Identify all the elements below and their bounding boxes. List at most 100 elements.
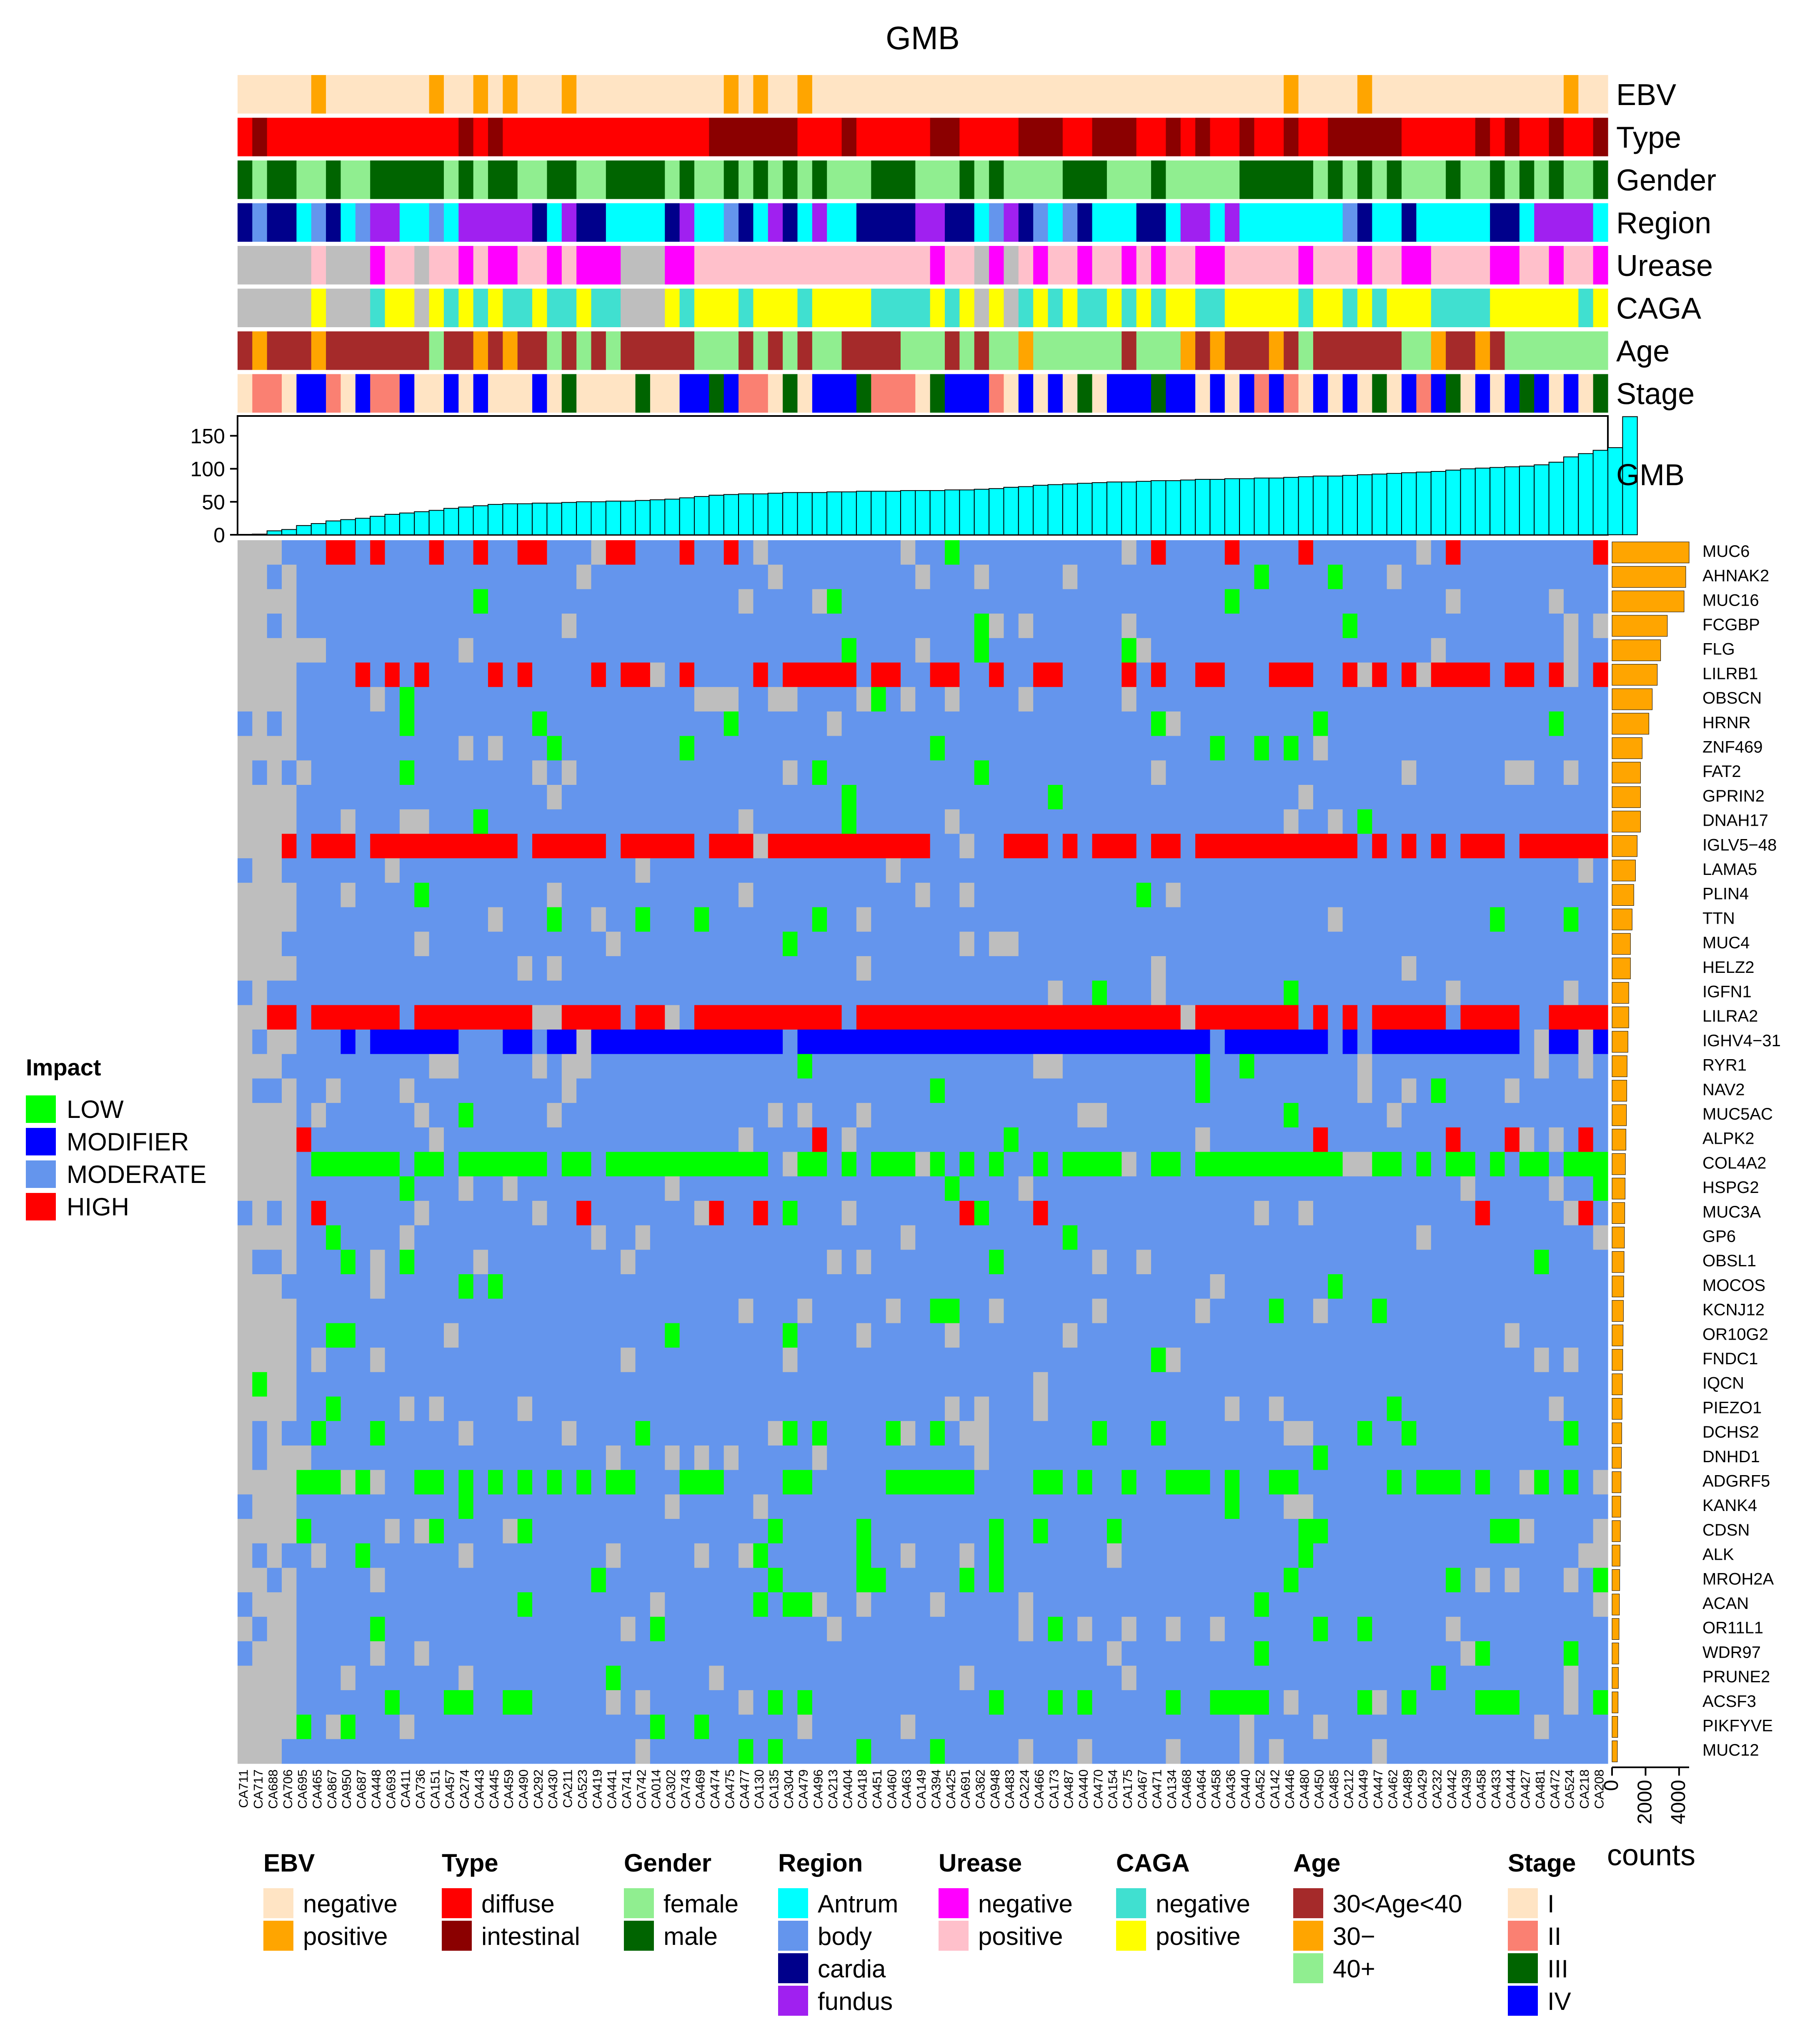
annotation-cell bbox=[458, 118, 474, 156]
heatmap-cell bbox=[1284, 980, 1299, 1005]
heatmap-cell bbox=[488, 1005, 503, 1030]
heatmap-cell bbox=[1048, 1348, 1063, 1373]
heatmap-cell bbox=[797, 834, 813, 859]
heatmap-cell bbox=[1092, 1005, 1107, 1030]
heatmap-cell bbox=[443, 809, 459, 834]
heatmap-cell bbox=[1062, 736, 1078, 761]
heatmap-cell bbox=[1387, 1176, 1402, 1201]
heatmap-cell bbox=[1298, 1421, 1314, 1446]
heatmap-cell bbox=[1328, 589, 1343, 614]
heatmap-cell bbox=[871, 1568, 886, 1593]
heatmap-cell bbox=[414, 1078, 430, 1103]
heatmap-cell bbox=[1210, 1200, 1225, 1226]
heatmap-cell bbox=[443, 1250, 459, 1275]
gmb-bar bbox=[856, 491, 872, 535]
heatmap-cell bbox=[1313, 589, 1328, 614]
heatmap-cell bbox=[827, 1543, 842, 1568]
heatmap-cell bbox=[267, 932, 282, 957]
heatmap-cell bbox=[1313, 932, 1328, 957]
heatmap-cell bbox=[1431, 1127, 1446, 1153]
heatmap-cell bbox=[856, 858, 871, 883]
heatmap-cell bbox=[959, 1396, 975, 1421]
heatmap-cell bbox=[296, 638, 312, 663]
annotation-cell bbox=[1563, 160, 1579, 199]
heatmap-cell bbox=[783, 711, 798, 737]
heatmap-cell bbox=[385, 1127, 400, 1153]
heatmap-cell bbox=[930, 1176, 945, 1201]
heatmap-cell bbox=[1460, 638, 1476, 663]
heatmap-cell bbox=[238, 1470, 253, 1495]
heatmap-cell bbox=[326, 711, 341, 737]
heatmap-cell bbox=[355, 1005, 371, 1030]
annotation-cell bbox=[1578, 203, 1594, 242]
annotation-cell bbox=[856, 331, 871, 370]
heatmap-cell bbox=[812, 760, 827, 785]
heatmap-cell bbox=[959, 1421, 975, 1446]
heatmap-cell bbox=[1195, 907, 1211, 932]
heatmap-cell bbox=[1122, 614, 1137, 639]
annotation-cell bbox=[694, 118, 709, 156]
heatmap-cell bbox=[606, 1568, 621, 1593]
heatmap-cell bbox=[399, 1519, 415, 1544]
heatmap-cell bbox=[1563, 858, 1579, 883]
heatmap-cell bbox=[238, 1078, 253, 1103]
heatmap-cell bbox=[252, 1348, 268, 1373]
heatmap-cell bbox=[503, 1298, 518, 1323]
heatmap-cell bbox=[1033, 711, 1049, 737]
heatmap-cell bbox=[827, 1568, 842, 1593]
heatmap-cell bbox=[1505, 1494, 1520, 1519]
heatmap-cell bbox=[1195, 1078, 1211, 1103]
heatmap-cell bbox=[856, 1519, 871, 1544]
heatmap-cell bbox=[709, 1054, 724, 1079]
heatmap-cell bbox=[517, 1372, 533, 1397]
heatmap-cell bbox=[621, 564, 636, 589]
heatmap-cell bbox=[723, 1519, 739, 1544]
heatmap-cell bbox=[1122, 687, 1137, 712]
heatmap-cell bbox=[1549, 834, 1564, 859]
heatmap-cell bbox=[1387, 540, 1402, 565]
heatmap-cell bbox=[399, 932, 415, 957]
heatmap-cell bbox=[841, 1274, 857, 1299]
heatmap-cell bbox=[370, 662, 386, 687]
heatmap-cell bbox=[1328, 1592, 1343, 1617]
heatmap-cell bbox=[930, 589, 945, 614]
heatmap-cell bbox=[768, 834, 783, 859]
heatmap-cell bbox=[591, 614, 606, 639]
heatmap-cell bbox=[267, 834, 282, 859]
heatmap-cell bbox=[930, 980, 945, 1005]
heatmap-cell bbox=[871, 564, 886, 589]
heatmap-cell bbox=[1534, 1250, 1550, 1275]
heatmap-cell bbox=[1342, 736, 1358, 761]
annotation-cell bbox=[1269, 203, 1284, 242]
heatmap-cell bbox=[753, 1298, 769, 1323]
annotation-cell bbox=[797, 331, 813, 370]
heatmap-cell bbox=[458, 1298, 474, 1323]
heatmap-cell bbox=[989, 956, 1004, 981]
heatmap-cell bbox=[1446, 1005, 1461, 1030]
heatmap-cell bbox=[1505, 1348, 1520, 1373]
annotation-cell bbox=[886, 118, 901, 156]
annotation-cell bbox=[1180, 331, 1196, 370]
heatmap-cell bbox=[282, 858, 297, 883]
heatmap-cell bbox=[458, 1396, 474, 1421]
heatmap-cell bbox=[650, 907, 665, 932]
heatmap-cell bbox=[1269, 687, 1284, 712]
heatmap-cell bbox=[1313, 1274, 1328, 1299]
heatmap-cell bbox=[547, 540, 562, 565]
annotation-cell bbox=[1180, 160, 1196, 199]
heatmap-cell bbox=[856, 1421, 871, 1446]
heatmap-cell bbox=[900, 1372, 916, 1397]
heatmap-cell bbox=[1475, 638, 1490, 663]
heatmap-cell bbox=[1387, 1421, 1402, 1446]
heatmap-cell bbox=[473, 882, 488, 908]
heatmap-cell bbox=[503, 1005, 518, 1030]
heatmap-cell bbox=[561, 540, 577, 565]
heatmap-cell bbox=[1578, 614, 1594, 639]
heatmap-cell bbox=[311, 1250, 326, 1275]
heatmap-cell bbox=[871, 956, 886, 981]
heatmap-cell bbox=[886, 1152, 901, 1177]
heatmap-cell bbox=[252, 614, 268, 639]
heatmap-cell bbox=[488, 589, 503, 614]
heatmap-cell bbox=[1048, 907, 1063, 932]
heatmap-cell bbox=[841, 980, 857, 1005]
